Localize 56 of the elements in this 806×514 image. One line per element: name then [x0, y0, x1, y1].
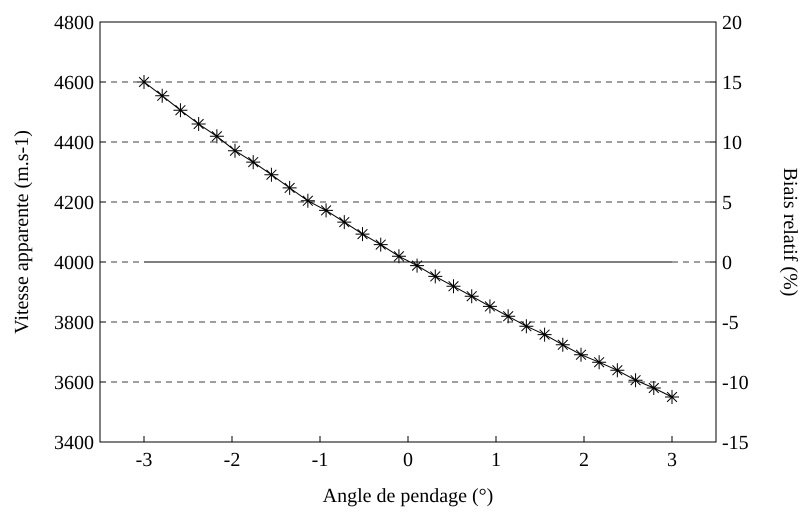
- point: [246, 154, 261, 170]
- point: [500, 308, 516, 324]
- point: [300, 193, 316, 208]
- y2-tick-label: -10: [722, 372, 749, 394]
- y2-tick-label: 0: [722, 252, 732, 274]
- point: [555, 337, 570, 352]
- y2-axis-title: Biais relatif (%): [779, 168, 801, 296]
- x-tick-label: 3: [667, 449, 677, 471]
- point: [610, 362, 625, 378]
- point: [336, 214, 352, 230]
- point: [482, 298, 498, 314]
- point: [428, 268, 443, 284]
- point: [574, 347, 589, 362]
- y2-tick-label: 15: [722, 72, 742, 94]
- x-tick-label: 1: [491, 449, 501, 471]
- y-tick-label: 3600: [54, 372, 94, 394]
- point: [628, 372, 644, 388]
- x-axis-title: Angle de pendage (°): [322, 485, 494, 507]
- point: [355, 226, 370, 242]
- point: [518, 318, 534, 334]
- point: [464, 288, 480, 304]
- point: [318, 202, 334, 218]
- y-tick-label: 4200: [54, 192, 94, 214]
- point: [592, 354, 607, 370]
- y-tick-label: 4400: [54, 132, 94, 154]
- x-tick-label: 2: [579, 449, 589, 471]
- y-tick-label: 4800: [54, 12, 94, 34]
- y-tick-label: 4000: [54, 252, 94, 274]
- y-tick-label: 4600: [54, 72, 94, 94]
- point: [172, 102, 188, 118]
- point: [446, 278, 461, 294]
- point: [391, 248, 406, 264]
- point: [154, 88, 170, 104]
- x-tick-label: 0: [403, 449, 413, 471]
- point: [537, 327, 552, 342]
- y-tick-label: 3400: [54, 432, 94, 454]
- point: [282, 180, 298, 196]
- point: [227, 143, 242, 158]
- point: [410, 258, 425, 274]
- y2-tick-label: 10: [722, 132, 742, 154]
- y2-tick-label: -5: [722, 312, 739, 334]
- y-tick-label: 3800: [54, 312, 94, 334]
- x-tick-label: -2: [224, 449, 240, 471]
- point: [136, 74, 152, 90]
- point: [646, 380, 662, 396]
- y2-tick-label: 20: [722, 12, 742, 34]
- x-tick-label: -3: [136, 449, 152, 471]
- x-tick-label: -1: [312, 449, 328, 471]
- y2-tick-label: -15: [722, 432, 749, 454]
- y-axis-title: Vitesse apparente (m.s-1): [11, 130, 33, 334]
- point: [373, 237, 388, 252]
- y2-tick-label: 5: [722, 192, 732, 214]
- point: [191, 116, 206, 132]
- point: [664, 390, 680, 404]
- point: [264, 167, 279, 182]
- point: [209, 128, 224, 144]
